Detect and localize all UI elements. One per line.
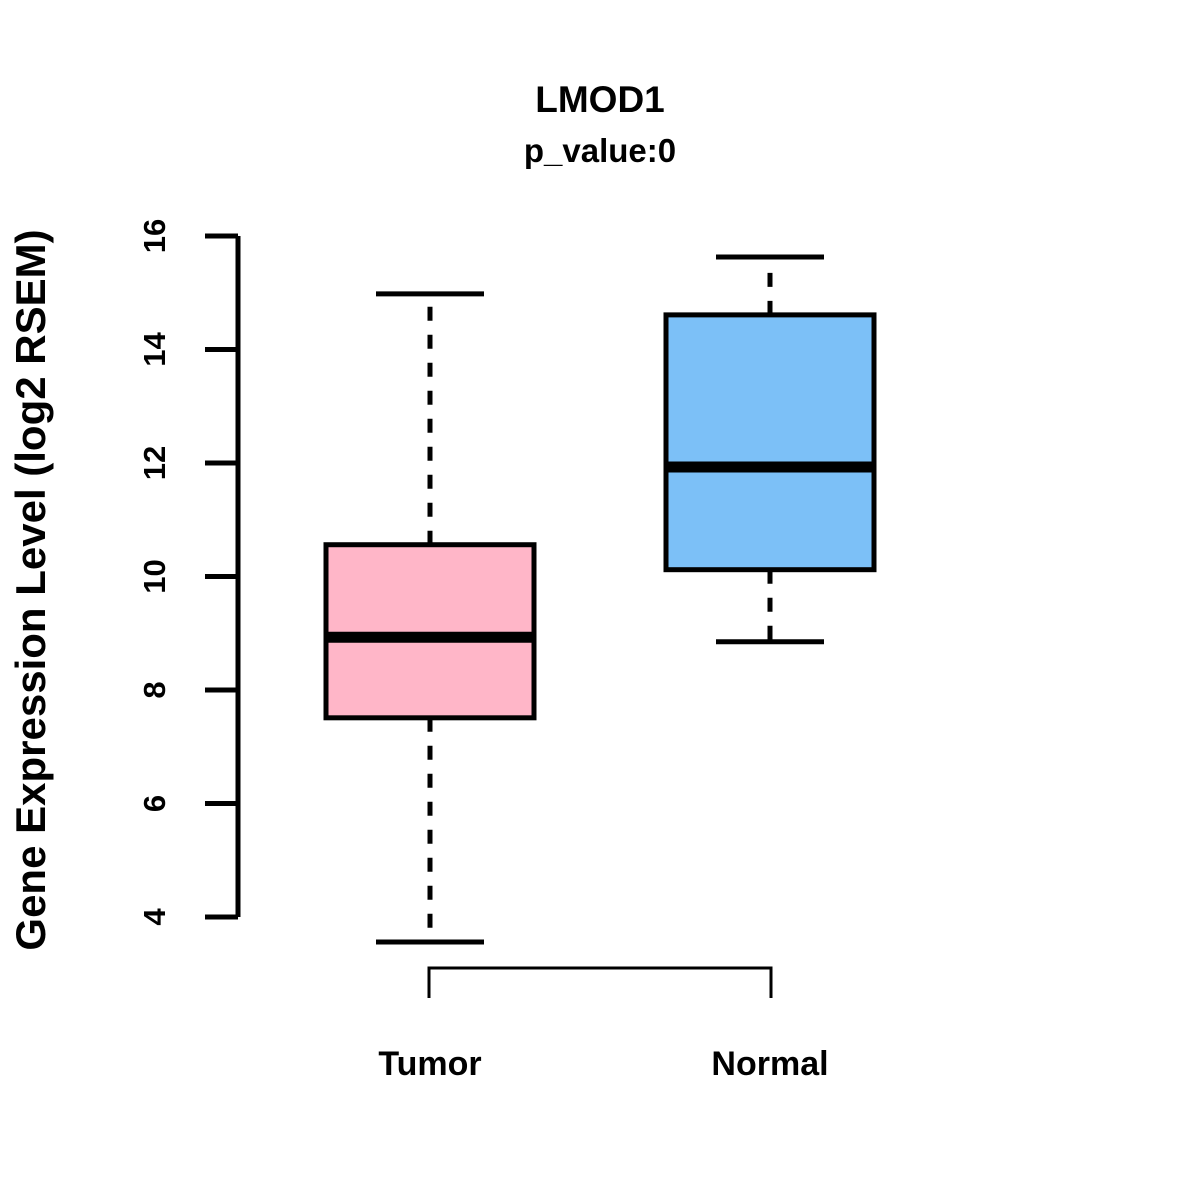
- y-tick-label-8: 8: [137, 681, 172, 698]
- y-tick-label-10: 10: [137, 559, 172, 593]
- chart-title: LMOD1: [535, 79, 665, 120]
- x-label-normal: Normal: [711, 1045, 828, 1083]
- tumor-box[interactable]: [323, 542, 537, 721]
- box-group-normal[interactable]: [663, 254, 877, 645]
- y-tick-label-12: 12: [137, 446, 172, 480]
- y-axis-title: Gene Expression Level (log2 RSEM): [7, 229, 54, 950]
- x-axis: Tumor Normal: [378, 966, 829, 1083]
- box-group-tumor[interactable]: [323, 291, 537, 945]
- x-label-tumor: Tumor: [378, 1045, 481, 1083]
- y-tick-label-4: 4: [137, 908, 172, 926]
- y-tick-label-16: 16: [137, 219, 172, 253]
- y-tick-label-14: 14: [137, 332, 172, 367]
- normal-box[interactable]: [663, 312, 877, 573]
- y-axis: 16 14 12 10 8 6 4: [137, 219, 241, 926]
- chart-subtitle: p_value:0: [524, 132, 676, 169]
- y-tick-label-6: 6: [137, 795, 172, 812]
- x-axis-bracket: [427, 966, 773, 998]
